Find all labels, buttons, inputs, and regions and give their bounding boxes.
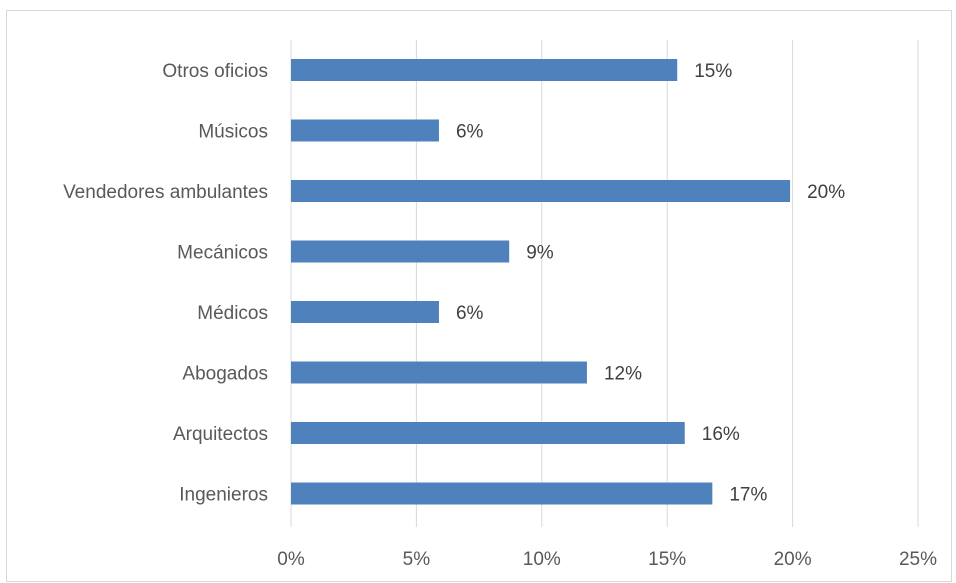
x-tick-label: 25%: [899, 549, 937, 570]
data-label: 17%: [729, 485, 767, 506]
bar: [291, 119, 439, 142]
data-label: 6%: [456, 303, 484, 324]
data-label: 15%: [694, 61, 732, 82]
category-label: Arquitectos: [173, 424, 268, 445]
bar: [291, 482, 713, 505]
x-tick-label: 15%: [648, 549, 686, 570]
data-label: 16%: [702, 424, 740, 445]
category-labels: Otros oficios Músicos Vendedores ambulante…: [63, 61, 268, 506]
bar: [291, 59, 678, 81]
category-label: Abogados: [182, 364, 268, 385]
data-labels: 15% 6% 20% 9% 6% 12% 16% 17%: [456, 61, 845, 506]
bar: [291, 301, 439, 323]
category-label: Vendedores ambulantes: [63, 182, 268, 203]
bar: [291, 361, 587, 384]
data-label: 20%: [807, 182, 845, 203]
x-tick-labels: 0% 5% 10% 15% 20% 25%: [277, 549, 937, 570]
data-label: 12%: [604, 364, 642, 385]
x-tick-label: 10%: [523, 549, 561, 570]
category-label: Otros oficios: [162, 61, 268, 82]
x-tick-label: 0%: [277, 549, 305, 570]
x-tick-label: 20%: [774, 549, 812, 570]
gridlines: [290, 40, 919, 527]
bars: [291, 59, 791, 505]
x-tick-label: 5%: [403, 549, 431, 570]
bar: [291, 240, 510, 263]
category-label: Ingenieros: [179, 485, 268, 506]
category-label: Mecánicos: [177, 243, 268, 264]
bar: [291, 180, 791, 202]
category-label: Músicos: [198, 122, 268, 143]
category-label: Médicos: [197, 303, 268, 324]
bar: [291, 422, 685, 444]
data-label: 6%: [456, 122, 484, 143]
data-label: 9%: [526, 243, 554, 264]
